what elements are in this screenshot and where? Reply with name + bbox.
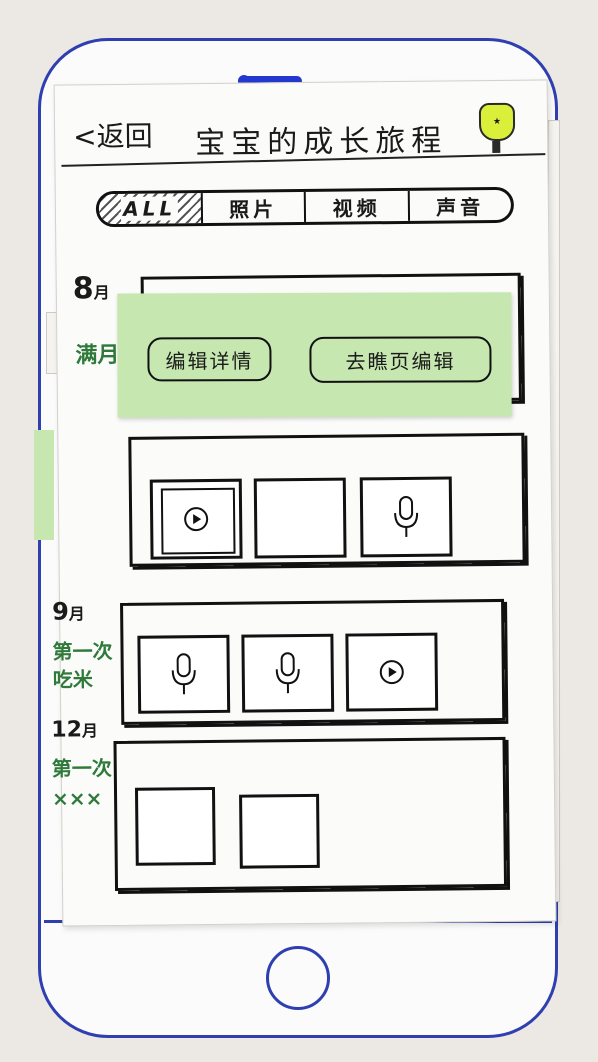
audio-thumbnail[interactable] bbox=[137, 634, 231, 714]
timeline-event-label: 第一次 ××× bbox=[52, 753, 113, 814]
microphone-icon bbox=[394, 495, 419, 537]
back-button[interactable]: <返回 bbox=[72, 119, 153, 154]
tab-all[interactable]: ALL bbox=[98, 193, 203, 225]
badge-stem bbox=[492, 140, 501, 154]
timeline-date-12: 12月 bbox=[51, 717, 98, 742]
audio-thumbnail[interactable] bbox=[241, 633, 335, 713]
tab-photos[interactable]: 照片 bbox=[202, 191, 307, 224]
tab-all-label: ALL bbox=[121, 196, 179, 221]
date-month: 9 bbox=[51, 597, 69, 626]
event-line: 吃米 bbox=[52, 667, 93, 692]
home-button[interactable] bbox=[266, 946, 330, 1010]
timeline-event-label: 第一次 吃米 bbox=[52, 637, 113, 694]
edit-popup: 编辑详情 去瞧页编辑 bbox=[117, 292, 512, 418]
edit-details-button[interactable]: 编辑详情 bbox=[147, 337, 272, 382]
sticky-edge bbox=[34, 430, 54, 540]
timeline-event-label: 满月 bbox=[75, 342, 120, 369]
timeline-date-9: 9月 bbox=[52, 597, 85, 625]
photo-thumbnail[interactable] bbox=[239, 793, 320, 869]
tab-audio[interactable]: 声音 bbox=[436, 194, 485, 220]
microphone-icon bbox=[275, 652, 300, 694]
audio-thumbnail[interactable] bbox=[359, 476, 453, 558]
video-thumbnail[interactable] bbox=[149, 478, 243, 560]
phone-speaker bbox=[238, 76, 302, 86]
play-icon bbox=[379, 660, 404, 685]
video-thumbnail[interactable] bbox=[345, 632, 439, 712]
play-icon bbox=[184, 507, 209, 532]
go-edit-button[interactable]: 去瞧页编辑 bbox=[309, 336, 492, 383]
photo-thumbnail[interactable] bbox=[134, 786, 216, 866]
event-line: ××× bbox=[51, 786, 103, 811]
event-line: 第一次 bbox=[52, 639, 113, 664]
app-screen: <返回 宝宝的成长旅程 ★ ALL 照片 视频 声音 8月 满月 bbox=[51, 79, 557, 927]
microphone-icon bbox=[171, 653, 196, 695]
date-month: 8 bbox=[72, 271, 94, 307]
date-unit: 月 bbox=[93, 283, 110, 303]
media-filter-tabs: ALL 照片 视频 声音 bbox=[95, 186, 515, 228]
date-month: 12 bbox=[51, 717, 83, 743]
media-card[interactable] bbox=[128, 432, 526, 567]
timeline-date-8: 8月 bbox=[73, 271, 110, 306]
tab-videos[interactable]: 视频 bbox=[305, 190, 410, 222]
badge-icon[interactable]: ★ bbox=[478, 102, 516, 142]
date-unit: 月 bbox=[68, 604, 85, 624]
page-title: 宝宝的成长旅程 bbox=[195, 123, 448, 162]
media-card[interactable] bbox=[120, 598, 506, 725]
photo-thumbnail[interactable] bbox=[253, 477, 347, 559]
media-card[interactable] bbox=[113, 736, 508, 892]
event-line: 第一次 bbox=[51, 756, 112, 781]
date-unit: 月 bbox=[81, 721, 99, 741]
